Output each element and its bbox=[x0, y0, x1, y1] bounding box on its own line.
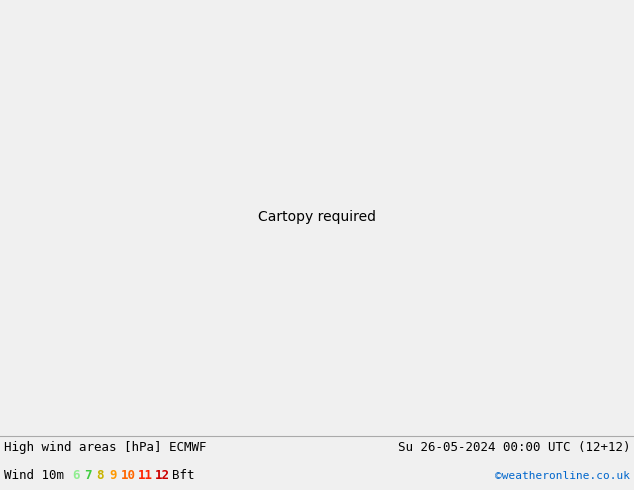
Text: 7: 7 bbox=[84, 469, 91, 483]
Text: 6: 6 bbox=[72, 469, 79, 483]
Text: 9: 9 bbox=[109, 469, 117, 483]
Text: Wind 10m: Wind 10m bbox=[4, 469, 64, 483]
Text: 8: 8 bbox=[96, 469, 103, 483]
Text: High wind areas [hPa] ECMWF: High wind areas [hPa] ECMWF bbox=[4, 441, 207, 454]
Text: ©weatheronline.co.uk: ©weatheronline.co.uk bbox=[495, 471, 630, 481]
Text: Su 26-05-2024 00:00 UTC (12+12): Su 26-05-2024 00:00 UTC (12+12) bbox=[398, 441, 630, 454]
Text: Bft: Bft bbox=[172, 469, 195, 483]
Text: 12: 12 bbox=[155, 469, 170, 483]
Text: 11: 11 bbox=[138, 469, 153, 483]
Text: 10: 10 bbox=[121, 469, 136, 483]
Text: Cartopy required: Cartopy required bbox=[258, 210, 376, 224]
